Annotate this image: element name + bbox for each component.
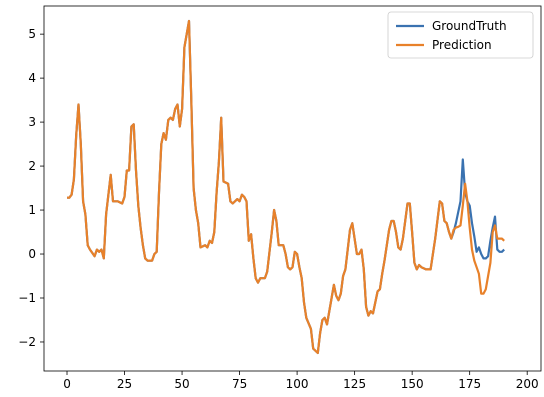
y-tick-label: 1 bbox=[28, 203, 36, 217]
axes-frame bbox=[43, 5, 542, 372]
legend-box bbox=[387, 11, 534, 59]
x-tick-label: 175 bbox=[458, 377, 481, 391]
x-tick-label: 25 bbox=[117, 377, 132, 391]
legend-label: Prediction bbox=[432, 38, 492, 52]
series-line bbox=[67, 19, 505, 355]
y-tick-label: 5 bbox=[28, 27, 36, 41]
y-tick-label: 4 bbox=[28, 71, 36, 85]
y-tick-label: −1 bbox=[18, 291, 36, 305]
x-tick-label: 150 bbox=[401, 377, 424, 391]
legend-label: GroundTruth bbox=[432, 19, 507, 33]
x-tick-label: 125 bbox=[343, 377, 366, 391]
x-tick-label: 0 bbox=[63, 377, 71, 391]
x-tick-label: 50 bbox=[174, 377, 189, 391]
series-line bbox=[67, 19, 505, 355]
y-tick-label: 3 bbox=[28, 115, 36, 129]
x-tick-label: 100 bbox=[286, 377, 309, 391]
x-tick-label: 200 bbox=[516, 377, 539, 391]
y-tick-label: 0 bbox=[28, 247, 36, 261]
y-tick-label: 2 bbox=[28, 159, 36, 173]
y-tick-label: −2 bbox=[18, 335, 36, 349]
x-tick-label: 75 bbox=[232, 377, 247, 391]
